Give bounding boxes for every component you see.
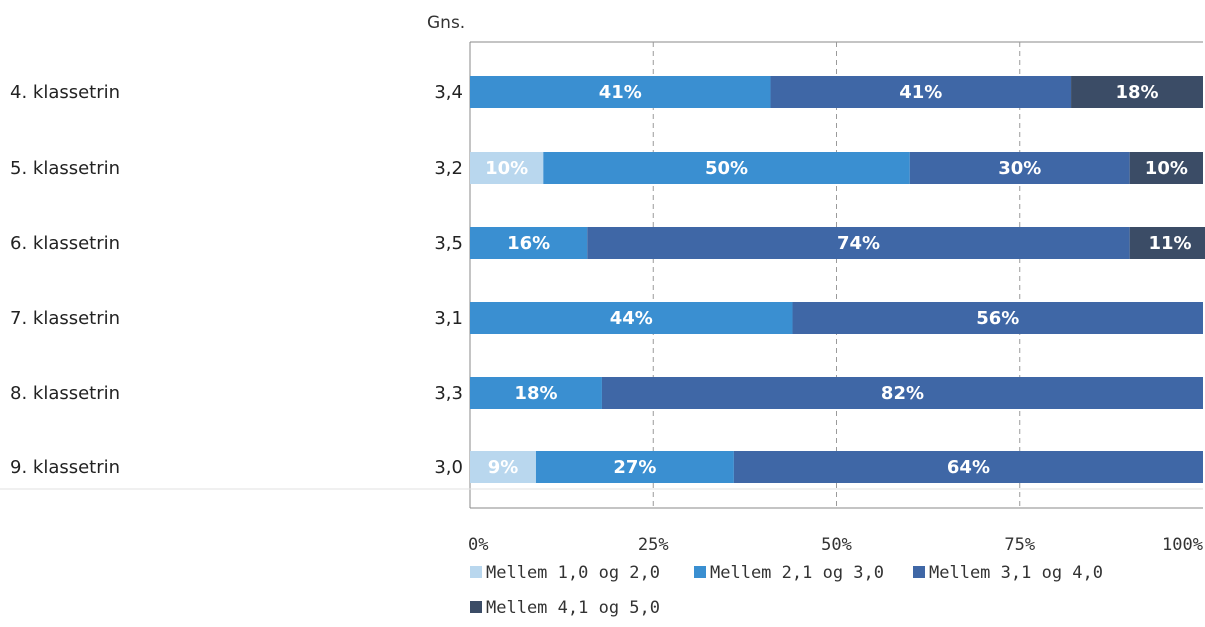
segment-value-label: 18% <box>1115 82 1158 103</box>
category-label: 5. klassetrin <box>10 158 120 179</box>
average-label: 3,0 <box>434 457 463 478</box>
segment-value-label: 10% <box>1145 158 1188 179</box>
avg-column-title: Gns. <box>427 13 465 33</box>
legend-label: Mellem 4,1 og 5,0 <box>486 598 660 618</box>
bar-segment <box>470 302 793 334</box>
segment-value-label: 30% <box>998 158 1041 179</box>
legend-label: Mellem 1,0 og 2,0 <box>486 563 660 583</box>
bar-segment <box>470 76 771 108</box>
segment-value-label: 9% <box>488 457 519 478</box>
average-label: 3,2 <box>434 158 463 179</box>
bar-segment <box>470 152 544 184</box>
bar-segment <box>909 152 1130 184</box>
legend-label: Mellem 2,1 og 3,0 <box>710 563 884 583</box>
legend-swatch <box>694 566 706 578</box>
average-label: 3,1 <box>434 308 463 329</box>
x-tick-label: 25% <box>638 535 669 555</box>
bar-segment <box>770 76 1072 108</box>
legend-swatch <box>470 566 482 578</box>
bar-segment <box>1129 227 1205 259</box>
segment-value-label: 18% <box>514 383 557 404</box>
legend-label: Mellem 3,1 og 4,0 <box>929 563 1103 583</box>
segment-value-label: 41% <box>599 82 642 103</box>
bar-segment <box>1129 152 1203 184</box>
segment-value-label: 41% <box>899 82 942 103</box>
category-label: 9. klassetrin <box>10 457 120 478</box>
bar-segment <box>792 302 1203 334</box>
bar-segment <box>535 451 734 483</box>
average-label: 3,5 <box>434 233 463 254</box>
x-tick-label: 50% <box>821 535 852 555</box>
bar-segment <box>587 227 1130 259</box>
bar-segment <box>470 451 536 483</box>
average-label: 3,4 <box>434 82 463 103</box>
segment-value-label: 44% <box>610 308 653 329</box>
bar-segment <box>601 377 1203 409</box>
segment-value-label: 82% <box>881 383 924 404</box>
segment-value-label: 10% <box>485 158 528 179</box>
bar-segment <box>470 227 588 259</box>
category-label: 8. klassetrin <box>10 383 120 404</box>
segment-value-label: 50% <box>705 158 748 179</box>
category-label: 4. klassetrin <box>10 82 120 103</box>
bar-segment <box>543 152 910 184</box>
average-label: 3,3 <box>434 383 463 404</box>
segment-value-label: 11% <box>1148 233 1191 254</box>
bar-segment <box>733 451 1203 483</box>
bar-segment <box>1071 76 1203 108</box>
segment-value-label: 64% <box>947 457 990 478</box>
segment-value-label: 16% <box>507 233 550 254</box>
segment-value-label: 27% <box>613 457 656 478</box>
category-label: 6. klassetrin <box>10 233 120 254</box>
bar-segment <box>470 377 602 409</box>
x-tick-label: 0% <box>468 535 488 555</box>
segment-value-label: 74% <box>837 233 880 254</box>
legend-swatch <box>913 566 925 578</box>
segment-value-label: 56% <box>976 308 1019 329</box>
legend-swatch <box>470 601 482 613</box>
category-label: 7. klassetrin <box>10 308 120 329</box>
x-tick-label: 100% <box>1162 535 1203 555</box>
x-tick-label: 75% <box>1004 535 1035 555</box>
